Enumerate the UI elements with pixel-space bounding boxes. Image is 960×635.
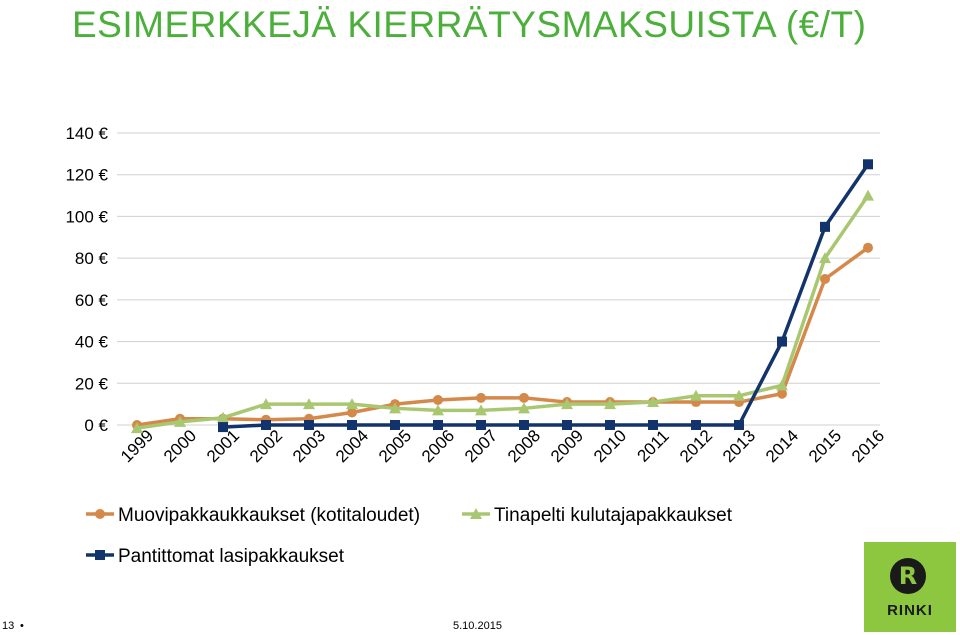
x-tick-label: 2010 [590, 426, 630, 466]
series-line [222, 163, 870, 429]
series-3 [218, 159, 873, 433]
data-point [261, 420, 271, 430]
data-point [475, 404, 487, 416]
data-point [561, 398, 573, 410]
series-1 [132, 242, 873, 430]
logo-text: RINKI [887, 602, 933, 619]
data-point [734, 420, 744, 430]
data-point [476, 392, 486, 403]
data-point [605, 420, 615, 430]
data-point [776, 379, 788, 391]
page-title: ESIMERKKEJÄ KIERRÄTYSMAKSUISTA (€/T) [72, 4, 867, 45]
x-tick-label: 2011 [633, 426, 672, 465]
data-point [647, 396, 659, 408]
y-tick-label: 20 € [75, 374, 109, 393]
data-point [303, 398, 315, 410]
data-point [863, 242, 873, 253]
data-point [131, 422, 143, 434]
x-tick-label: 2003 [289, 426, 329, 466]
y-tick-label: 140 € [65, 124, 108, 143]
x-tick-label: 2000 [160, 426, 200, 466]
series-line [136, 246, 870, 427]
x-tick-label: 2004 [332, 426, 372, 466]
legend-marker [95, 509, 105, 519]
data-point [519, 420, 529, 430]
data-point [346, 398, 358, 410]
data-point [347, 420, 357, 430]
data-point [777, 336, 787, 347]
series-2 [131, 189, 874, 434]
data-point [432, 404, 444, 416]
legend-item-3: Pantittomat lasipakkaukset [86, 546, 345, 567]
data-point [820, 221, 830, 232]
data-point [389, 402, 401, 414]
data-point [260, 398, 272, 410]
y-tick-label: 100 € [65, 207, 108, 226]
data-point [691, 420, 701, 430]
data-point [217, 411, 229, 423]
data-point [777, 388, 787, 399]
rinki-logo: R RINKI [864, 542, 956, 632]
footer-bullet: • [20, 620, 24, 632]
x-tick-label: 2016 [848, 426, 888, 466]
x-tick-label: 2012 [676, 426, 716, 466]
footer-date: 5.10.2015 [453, 620, 502, 632]
data-point [648, 420, 658, 430]
x-tick-label: 2002 [246, 426, 286, 466]
y-tick-label: 40 € [75, 333, 109, 352]
page-number: 13 [2, 620, 15, 632]
data-point [347, 407, 357, 418]
x-tick-label: 2006 [418, 426, 458, 466]
x-tick-label: 2005 [375, 426, 415, 466]
data-point [820, 274, 830, 284]
data-point [433, 394, 443, 405]
data-point [862, 189, 874, 201]
legend-item-2: Tinapelti kulutajapakkaukset [462, 505, 733, 526]
series-line [136, 194, 870, 430]
data-point [863, 159, 873, 170]
x-tick-label: 2015 [805, 426, 845, 466]
data-point [733, 389, 745, 401]
data-point [690, 389, 702, 401]
data-point [562, 420, 572, 430]
y-tick-label: 120 € [65, 166, 108, 185]
legend-label: Muovipakkaukkaukset (kotitaloudet) [118, 505, 420, 526]
logo-r-icon: R [890, 558, 926, 594]
data-point [518, 402, 530, 414]
data-point [819, 252, 831, 264]
data-point [433, 420, 443, 430]
y-tick-label: 60 € [75, 291, 109, 310]
x-tick-label: 2007 [461, 426, 501, 466]
data-point [519, 392, 529, 403]
y-tick-label: 80 € [75, 249, 109, 268]
x-tick-label: 2008 [504, 426, 544, 466]
legend-label: Pantittomat lasipakkaukset [118, 546, 345, 567]
legend-label: Tinapelti kulutajapakkaukset [494, 505, 733, 526]
y-tick-label: 0 € [84, 416, 108, 435]
data-point [218, 422, 228, 433]
x-tick-label: 2013 [719, 426, 759, 466]
data-point [174, 415, 186, 427]
legend-marker [95, 550, 105, 560]
line-chart: 0 €20 €40 €60 €80 €100 €120 €140 €1999 20… [65, 124, 888, 567]
data-point [604, 398, 616, 410]
data-point [476, 420, 486, 430]
x-tick-label: 2009 [547, 426, 587, 466]
x-tick-label: 2014 [762, 426, 802, 466]
legend-item-1: Muovipakkaukkaukset (kotitaloudet) [86, 505, 420, 526]
data-point [390, 420, 400, 430]
legend-marker [470, 508, 482, 519]
data-point [304, 420, 314, 430]
